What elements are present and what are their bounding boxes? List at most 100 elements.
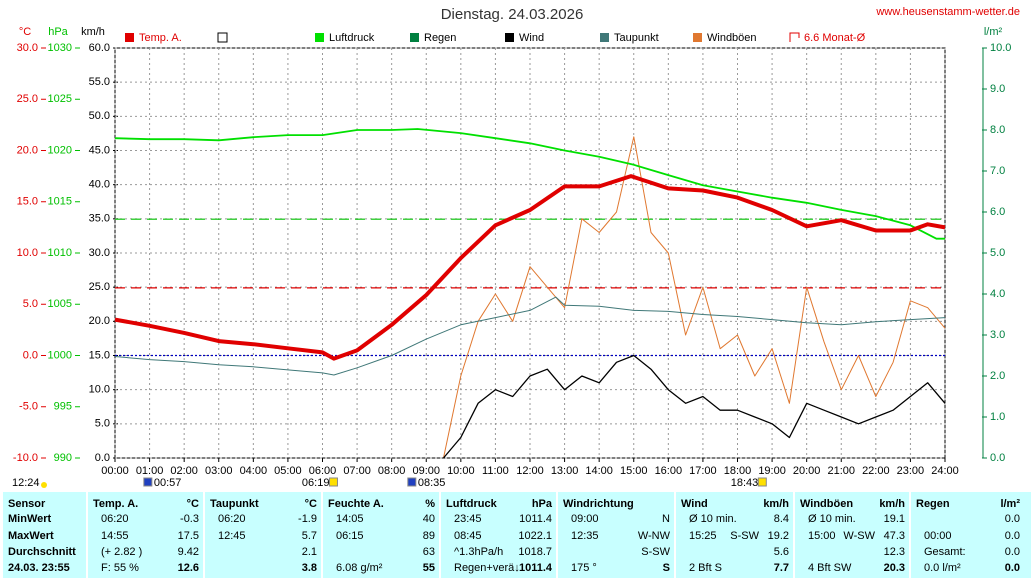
event-icon	[41, 482, 47, 488]
legend-swatch	[505, 33, 514, 42]
x-tick-label: 24:00	[931, 465, 959, 477]
event-marker	[757, 477, 767, 487]
y-tick-label: 25.0	[17, 93, 38, 105]
table-cell: 14:05	[336, 513, 364, 525]
legend-label: Windböen	[707, 32, 757, 44]
table-cell: MaxWert	[8, 530, 54, 542]
x-tick-label: 07:00	[343, 465, 371, 477]
table-cell: 0.0	[1005, 562, 1020, 574]
table-cell: W-SW	[843, 530, 875, 542]
series-line	[114, 296, 946, 376]
table-cell: 06:20	[218, 513, 246, 525]
y-tick-label: 10.0	[17, 247, 38, 259]
series-line	[114, 174, 946, 361]
legend-swatch	[600, 33, 609, 42]
table-cell: S-SW	[730, 530, 759, 542]
x-tick-label: 23:00	[897, 465, 925, 477]
table-cell: 0.0	[1005, 513, 1020, 525]
table-cell: 0.0 l/m²	[924, 562, 961, 574]
table-cell: 08:45	[454, 530, 482, 542]
legend-swatch	[315, 33, 324, 42]
table-cell: Windrichtung	[563, 498, 634, 510]
table-cell: 63	[423, 546, 435, 558]
x-tick-label: 17:00	[689, 465, 717, 477]
y-tick-label: 1025	[48, 93, 72, 105]
x-tick-label: 01:00	[136, 465, 164, 477]
legend-empty-box	[217, 32, 228, 43]
x-tick-label: 04:00	[240, 465, 268, 477]
y-tick-label: 40.0	[89, 179, 110, 191]
y-tick-label: 5.0	[23, 298, 38, 310]
event-label: 06:19	[302, 477, 330, 489]
legend-label: Luftdruck	[329, 32, 375, 44]
event-marker	[143, 477, 153, 487]
table-cell: F: 55 %	[101, 562, 139, 574]
table-cell: 1011.4	[519, 562, 553, 574]
y-tick-label: 25.0	[89, 281, 110, 293]
table-cell: 6.08 g/m²	[336, 562, 383, 574]
table-cell: 15:00	[808, 530, 836, 542]
table-cell: 12:35	[571, 530, 599, 542]
table-cell: Taupunkt	[210, 498, 259, 510]
series-line	[114, 128, 945, 240]
table-cell: 5.6	[774, 546, 789, 558]
event-label: 18:43	[731, 477, 759, 489]
x-tick-label: 22:00	[862, 465, 890, 477]
site-link[interactable]: www.heusenstamm-wetter.de	[875, 6, 1020, 18]
x-tick-label: 16:00	[655, 465, 683, 477]
table-cell: 175 °	[571, 562, 597, 574]
y-tick-label: 5.0	[990, 247, 1005, 259]
legend-swatch	[789, 32, 800, 42]
table-cell: Windböen	[800, 498, 853, 510]
table-cell: 0.0	[1005, 546, 1020, 558]
table-cell: Ø 10 min.	[808, 513, 856, 525]
event-marker	[328, 477, 338, 487]
x-tick-label: 09:00	[412, 465, 440, 477]
x-tick-label: 19:00	[758, 465, 786, 477]
y-tick-label: 995	[54, 401, 72, 413]
y-tick-label: 1010	[48, 247, 72, 259]
table-cell: 7.7	[774, 562, 789, 574]
axis-unit: °C	[19, 26, 31, 38]
x-tick-label: 05:00	[274, 465, 302, 477]
event-label: 08:35	[418, 477, 446, 489]
table-cell: 00:00	[924, 530, 952, 542]
table-cell: 55	[423, 562, 435, 574]
table-cell: 14:55	[101, 530, 129, 542]
table-cell: Temp. A.	[93, 498, 138, 510]
table-cell: 17.5	[178, 530, 199, 542]
x-tick-label: 14:00	[585, 465, 613, 477]
y-tick-label: 30.0	[17, 42, 38, 54]
table-cell: 1018.7	[518, 546, 552, 558]
x-tick-label: 06:00	[309, 465, 337, 477]
table-cell: Luftdruck	[446, 498, 498, 510]
legend-swatch	[410, 33, 419, 42]
legend-label: 6.6 Monat-Ø	[804, 32, 866, 44]
x-tick-label: 11:00	[482, 465, 509, 477]
x-tick-label: 21:00	[827, 465, 855, 477]
x-tick-label: 12:00	[516, 465, 544, 477]
y-tick-label: 35.0	[89, 213, 110, 225]
x-tick-label: 20:00	[793, 465, 821, 477]
axis-unit: l/m²	[984, 26, 1003, 38]
y-tick-label: 0.0	[95, 452, 110, 464]
y-tick-label: 1020	[48, 144, 72, 156]
y-tick-label: 1030	[48, 42, 72, 54]
table-cell: 40	[423, 513, 435, 525]
y-tick-label: 10.0	[990, 42, 1011, 54]
table-cell: Gesamt:	[924, 546, 966, 558]
y-tick-label: 1005	[48, 298, 72, 310]
y-tick-label: 0.0	[990, 452, 1005, 464]
table-cell: 1011.4	[519, 513, 552, 525]
y-tick-label: 15.0	[17, 196, 38, 208]
table-cell: 2.1	[302, 546, 317, 558]
event-label: 12:24	[12, 477, 40, 489]
x-tick-label: 03:00	[205, 465, 233, 477]
y-tick-label: 4.0	[990, 288, 1005, 300]
x-tick-label: 15:00	[620, 465, 648, 477]
table-cell: %	[425, 498, 435, 510]
table-cell: °C	[305, 498, 317, 510]
table-cell: -0.3	[180, 513, 199, 525]
legend-swatch	[693, 33, 702, 42]
